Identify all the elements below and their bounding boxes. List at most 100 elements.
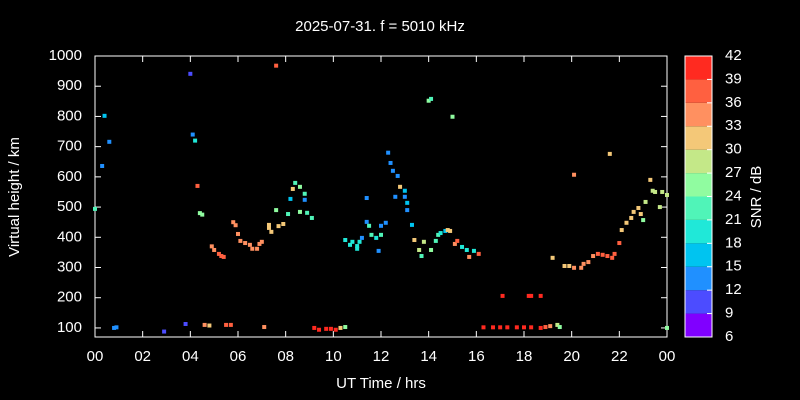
colorbar-tick-label: 21 <box>725 211 742 228</box>
data-point <box>262 325 267 330</box>
data-point <box>617 241 622 246</box>
x-tick-label: 00 <box>87 348 104 365</box>
data-point <box>555 322 560 327</box>
data-point <box>429 96 434 101</box>
data-point <box>629 215 634 220</box>
data-point <box>374 235 379 240</box>
data-point <box>653 189 658 194</box>
colorbar-tick-label: 30 <box>725 141 742 158</box>
data-point <box>221 254 226 259</box>
data-point <box>543 325 548 330</box>
data-point <box>257 241 262 246</box>
colorbar-tick-label: 9 <box>725 305 733 322</box>
data-point <box>209 244 214 249</box>
x-tick-label: 00 <box>659 348 676 365</box>
data-point <box>464 247 469 252</box>
colorbar-label: SNR / dB <box>748 166 765 229</box>
x-tick-label: 08 <box>277 348 294 365</box>
data-point <box>305 210 310 215</box>
data-point <box>491 325 496 330</box>
data-point <box>448 228 453 233</box>
y-tick-label: 100 <box>57 319 82 336</box>
data-point <box>302 197 307 202</box>
data-point <box>357 239 362 244</box>
colorbar-cell <box>685 149 712 174</box>
colorbar-cell <box>685 79 712 103</box>
data-point <box>567 263 572 268</box>
x-tick-label: 12 <box>373 348 390 365</box>
data-point <box>514 325 519 330</box>
data-point <box>581 261 586 266</box>
data-point <box>390 168 395 173</box>
data-point <box>219 254 224 259</box>
data-point <box>364 196 369 201</box>
y-tick-label: 500 <box>57 198 82 215</box>
data-point <box>526 293 531 298</box>
data-point <box>638 212 643 217</box>
colorbar-cell <box>685 196 712 220</box>
x-tick-label: 10 <box>325 348 342 365</box>
data-point <box>276 224 281 229</box>
data-point <box>467 254 472 259</box>
data-point <box>548 324 553 329</box>
data-point <box>195 183 200 188</box>
data-point <box>350 239 355 244</box>
data-point <box>388 160 393 165</box>
colorbar-cell <box>685 126 712 150</box>
data-point <box>572 265 577 270</box>
data-point <box>212 247 217 252</box>
colorbar-tick-label: 6 <box>725 328 733 345</box>
data-point <box>419 254 424 259</box>
colorbar-tick-label: 24 <box>725 187 742 204</box>
x-axis-label: UT Time / hrs <box>336 375 426 392</box>
data-point <box>324 326 329 331</box>
y-tick-label: 800 <box>57 107 82 124</box>
data-point <box>338 325 343 330</box>
y-tick-label: 900 <box>57 77 82 94</box>
data-point <box>266 225 271 230</box>
data-point <box>395 173 400 178</box>
data-point <box>379 232 383 237</box>
colorbar-tick-label: 12 <box>725 281 742 298</box>
data-point <box>197 211 202 216</box>
x-tick-label: 18 <box>516 348 533 365</box>
data-point <box>231 220 236 225</box>
data-point <box>450 114 455 119</box>
data-point <box>538 293 543 298</box>
data-point <box>412 238 417 243</box>
data-point <box>409 222 414 227</box>
data-point <box>302 191 307 196</box>
data-point <box>290 186 295 191</box>
data-point <box>612 251 617 256</box>
data-point <box>619 228 624 233</box>
colorbar-tick-label: 15 <box>725 258 742 275</box>
data-point <box>426 98 431 103</box>
data-point <box>557 325 562 330</box>
data-point <box>297 184 302 189</box>
data-point <box>650 188 655 193</box>
data-point <box>286 212 291 217</box>
plot-frame <box>94 55 668 338</box>
data-point <box>224 322 229 327</box>
data-point <box>405 200 410 205</box>
data-point <box>112 325 117 330</box>
data-point <box>238 238 243 243</box>
data-point <box>367 223 372 228</box>
data-point <box>529 293 534 298</box>
data-point <box>660 189 665 194</box>
data-point <box>445 228 450 233</box>
data-point <box>193 138 198 143</box>
colorbar-tick-label: 33 <box>725 117 742 134</box>
data-point <box>438 231 443 236</box>
data-point <box>471 248 476 253</box>
data-point <box>657 205 662 210</box>
data-point <box>529 325 534 330</box>
colorbar-cell <box>685 173 712 197</box>
colorbar-tick-label: 42 <box>725 47 742 64</box>
data-point <box>355 244 360 249</box>
data-point <box>433 238 438 243</box>
data-point <box>281 221 286 226</box>
data-point <box>481 325 486 330</box>
data-point <box>162 329 167 334</box>
colorbar-tick-label: 36 <box>725 94 742 111</box>
